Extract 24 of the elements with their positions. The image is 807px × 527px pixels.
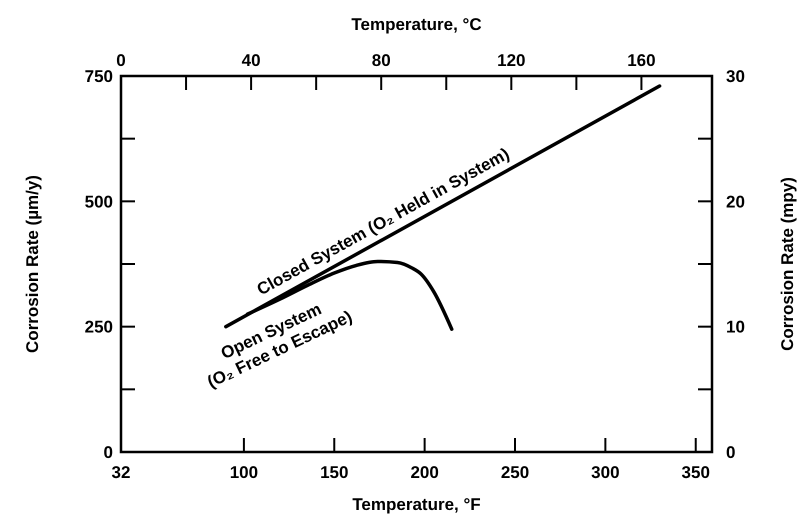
y2-tick-label: 30 xyxy=(726,67,745,86)
x-tick-label: 300 xyxy=(591,463,620,482)
y2-tick-label: 10 xyxy=(726,318,745,337)
y-tick-label: 750 xyxy=(84,67,113,86)
x2-tick-label: 80 xyxy=(372,51,391,70)
y-axis-title: Corrosion Rate (µm/y) xyxy=(23,175,42,353)
x2-tick-label: 120 xyxy=(497,51,526,70)
x-tick-label: 150 xyxy=(320,463,348,482)
x-axis-title: Temperature, °F xyxy=(352,495,481,514)
x2-tick-label: 40 xyxy=(242,51,261,70)
x2-axis-title: Temperature, °C xyxy=(351,15,482,34)
y2-axis-title: Corrosion Rate (mpy) xyxy=(778,177,797,351)
x-tick-label: 32 xyxy=(112,463,130,482)
y2-tick-label: 20 xyxy=(726,192,745,212)
x2-tick-label: 0 xyxy=(116,51,126,70)
y-tick-label: 0 xyxy=(104,443,113,462)
y-tick-label: 250 xyxy=(84,318,113,337)
y2-tick-label: 0 xyxy=(726,443,736,462)
y-tick-label: 500 xyxy=(84,192,113,212)
x-tick-label: 200 xyxy=(410,463,439,482)
x-tick-label: 100 xyxy=(230,463,258,482)
x-tick-label: 250 xyxy=(500,463,530,482)
x-tick-label: 350 xyxy=(682,463,710,482)
x2-tick-label: 160 xyxy=(627,51,656,70)
